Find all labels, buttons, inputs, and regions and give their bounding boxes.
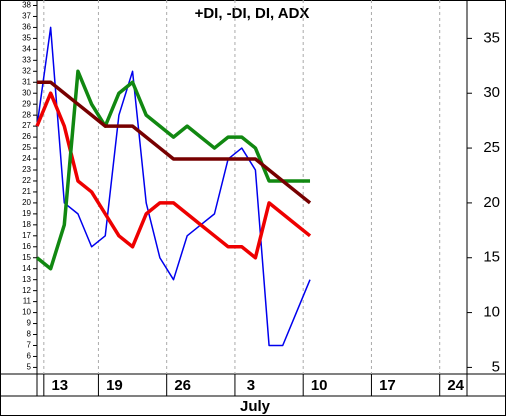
y-tick-label: 28 <box>22 110 31 119</box>
y2-tick-label: 30 <box>483 84 500 101</box>
y-tick-label: 33 <box>22 55 31 64</box>
y2-tick-label: 25 <box>483 139 500 156</box>
y-tick-label: 12 <box>22 286 31 295</box>
y-tick-label: 7 <box>27 341 32 350</box>
y-tick-label: 17 <box>22 231 31 240</box>
y-tick-label: 19 <box>22 209 31 218</box>
x-tick-label: 13 <box>51 377 68 394</box>
x-tick-label: 10 <box>311 377 328 394</box>
x-tick-label: 24 <box>447 377 464 394</box>
y2-tick-label: 5 <box>492 358 500 375</box>
x-tick-label: 19 <box>106 377 123 394</box>
y-tick-label: 18 <box>22 220 31 229</box>
month-label: July <box>240 398 271 415</box>
y-tick-label: 24 <box>22 154 31 163</box>
y2-tick-label: 15 <box>483 249 500 266</box>
x-tick-label: 17 <box>379 377 396 394</box>
data-line <box>37 80 312 205</box>
y-tick-label: 25 <box>22 143 31 152</box>
y-tick-label: 27 <box>22 121 31 130</box>
y-tick-label: 16 <box>22 242 31 251</box>
y-tick-label: 22 <box>22 176 31 185</box>
y-tick-label: 36 <box>22 23 31 32</box>
y2-tick-label: 20 <box>483 194 500 211</box>
y2-tick-label: 10 <box>483 304 500 321</box>
y-tick-label: 14 <box>22 264 31 273</box>
y-tick-label: 29 <box>22 99 31 108</box>
y-tick-label: 20 <box>22 198 31 207</box>
y-tick-label: 6 <box>27 352 32 361</box>
y-tick-label: 9 <box>27 319 32 328</box>
x-tick-label: 26 <box>174 377 191 394</box>
data-line <box>35 91 312 260</box>
y-tick-label: 30 <box>22 88 31 97</box>
y-tick-label: 11 <box>23 297 32 306</box>
data-line <box>35 69 311 271</box>
x-tick-label: 3 <box>247 377 255 394</box>
y-tick-label: 13 <box>22 275 31 284</box>
y2-tick-label: 35 <box>483 29 500 46</box>
y-tick-label: 37 <box>22 12 31 21</box>
y-tick-label: 34 <box>22 44 31 53</box>
y-tick-label: 10 <box>22 308 31 317</box>
y-tick-label: 31 <box>22 77 31 86</box>
y-tick-label: 32 <box>22 66 31 75</box>
data-line <box>36 26 311 347</box>
y-tick-label: 26 <box>22 132 31 141</box>
y-tick-label: 38 <box>22 1 31 10</box>
y-tick-label: 15 <box>22 253 31 262</box>
chart-title: +DI, -DI, DI, ADX <box>195 5 310 22</box>
y-tick-label: 23 <box>22 165 31 174</box>
y-tick-label: 21 <box>22 187 31 196</box>
y-tick-label: 5 <box>27 363 32 372</box>
y-tick-label: 8 <box>27 330 32 339</box>
y-tick-label: 35 <box>22 33 31 42</box>
